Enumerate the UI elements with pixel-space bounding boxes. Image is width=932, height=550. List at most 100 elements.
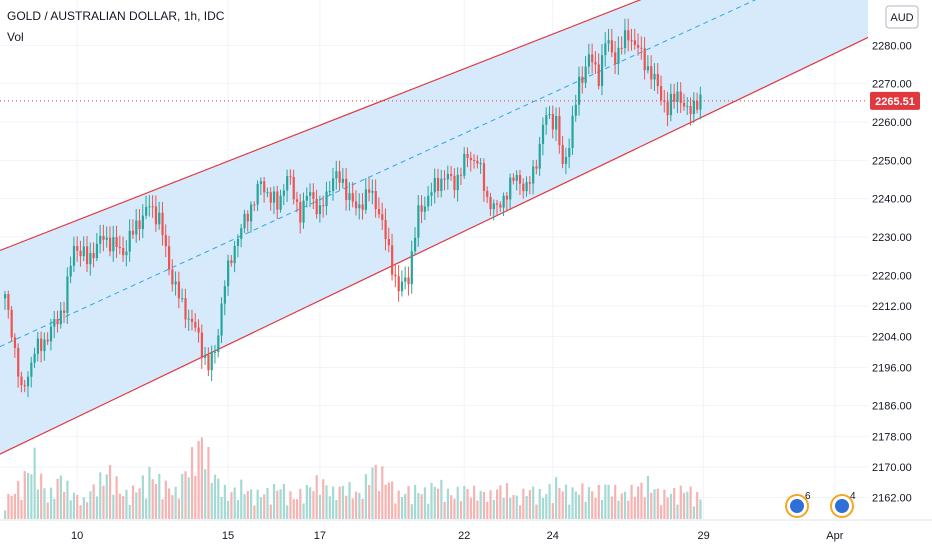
volume-bar bbox=[322, 479, 325, 519]
candle-body bbox=[328, 191, 331, 193]
candle-body bbox=[125, 251, 128, 256]
candle-body bbox=[46, 339, 49, 342]
candle-body bbox=[407, 277, 410, 285]
candle-body bbox=[354, 201, 358, 209]
candle-body bbox=[515, 174, 518, 181]
candle-body bbox=[528, 182, 531, 184]
candle-body bbox=[227, 260, 230, 287]
candle-body bbox=[122, 248, 125, 256]
volume-bar bbox=[76, 494, 79, 519]
event-badge-2[interactable]: 4 bbox=[830, 491, 856, 518]
volume-label[interactable]: Vol bbox=[7, 30, 24, 44]
candle-body bbox=[400, 281, 404, 292]
candle-body bbox=[138, 220, 141, 230]
candle-body bbox=[414, 237, 417, 252]
candle-body bbox=[591, 54, 594, 63]
candle-body bbox=[351, 193, 354, 202]
candle-body bbox=[256, 183, 259, 205]
volume-bar bbox=[499, 485, 502, 519]
volume-bar bbox=[686, 491, 689, 519]
candle-body bbox=[535, 166, 538, 169]
x-tick-label: 17 bbox=[314, 530, 326, 542]
candle-body bbox=[171, 269, 174, 285]
volume-bar bbox=[164, 480, 167, 519]
candle-body bbox=[446, 173, 449, 180]
candle-body bbox=[259, 181, 263, 184]
candle-body bbox=[23, 385, 26, 387]
volume-bar bbox=[318, 495, 322, 519]
volume-bar bbox=[377, 491, 381, 519]
volume-bar bbox=[259, 497, 263, 519]
volume-bar bbox=[368, 484, 371, 519]
candle-body bbox=[368, 189, 371, 193]
candle-body bbox=[299, 201, 302, 223]
candle-body bbox=[361, 204, 364, 210]
volume-bar bbox=[151, 479, 154, 519]
volume-bar bbox=[348, 482, 351, 519]
volume-bar bbox=[305, 485, 308, 519]
currency-badge[interactable] bbox=[885, 5, 919, 29]
candle-body bbox=[436, 177, 440, 191]
volume-bar bbox=[541, 497, 545, 519]
y-tick-label: 2178.00 bbox=[872, 431, 912, 443]
candle-body bbox=[190, 318, 194, 322]
candle-body bbox=[272, 191, 276, 203]
candle-body bbox=[338, 171, 341, 183]
volume-bar bbox=[13, 493, 17, 519]
candle-body bbox=[335, 171, 338, 179]
volume-bar bbox=[692, 506, 695, 519]
volume-bar bbox=[522, 488, 525, 519]
volume-bar bbox=[286, 505, 289, 519]
volume-bar bbox=[427, 503, 430, 519]
candle-body bbox=[210, 352, 213, 371]
time-axis[interactable] bbox=[0, 520, 932, 550]
volume-bar bbox=[118, 493, 121, 519]
candle-body bbox=[502, 195, 505, 208]
candle-body bbox=[240, 228, 243, 239]
candle-body bbox=[469, 157, 472, 161]
volume-bar bbox=[676, 504, 679, 519]
y-tick-label: 2186.00 bbox=[872, 401, 912, 413]
event-badge-1[interactable]: 6 bbox=[785, 491, 811, 518]
volume-bar bbox=[49, 487, 53, 519]
candle-body bbox=[305, 195, 308, 201]
candle-body bbox=[607, 40, 610, 44]
candle-body bbox=[53, 318, 56, 327]
volume-bar bbox=[623, 491, 627, 519]
candle-body bbox=[387, 239, 390, 246]
volume-bar bbox=[532, 486, 535, 519]
volume-bar bbox=[40, 473, 43, 519]
volume-bar bbox=[154, 483, 158, 519]
symbol-title[interactable]: GOLD / AUSTRALIAN DOLLAR, 1h, IDC bbox=[7, 9, 225, 23]
volume-bar bbox=[643, 497, 646, 519]
volume-bar bbox=[528, 490, 531, 519]
y-tick-label: 2250.00 bbox=[872, 155, 912, 167]
event-badge-count: 4 bbox=[850, 491, 856, 502]
price-axis[interactable] bbox=[868, 0, 932, 520]
candle-body bbox=[154, 206, 158, 225]
candle-body bbox=[610, 40, 613, 53]
candle-body bbox=[597, 64, 600, 87]
candle-body bbox=[56, 318, 59, 325]
y-tick-label: 2230.00 bbox=[872, 232, 912, 244]
volume-bar bbox=[135, 492, 138, 519]
volume-bar bbox=[99, 472, 102, 519]
candle-body bbox=[236, 238, 240, 246]
candle-body bbox=[63, 310, 66, 313]
volume-bar bbox=[194, 475, 197, 519]
x-tick-label: 15 bbox=[222, 530, 234, 542]
candle-body bbox=[118, 247, 121, 249]
volume-bar bbox=[266, 487, 269, 519]
candle-body bbox=[213, 351, 217, 353]
volume-bar bbox=[473, 485, 476, 519]
candle-body bbox=[548, 113, 551, 116]
volume-bar bbox=[637, 486, 640, 519]
volume-bar bbox=[279, 489, 282, 519]
y-tick-label: 2170.00 bbox=[872, 462, 912, 474]
volume-bar bbox=[387, 482, 390, 519]
volume-bar bbox=[558, 487, 561, 519]
volume-bar bbox=[335, 499, 338, 519]
volume-bar bbox=[610, 496, 613, 519]
